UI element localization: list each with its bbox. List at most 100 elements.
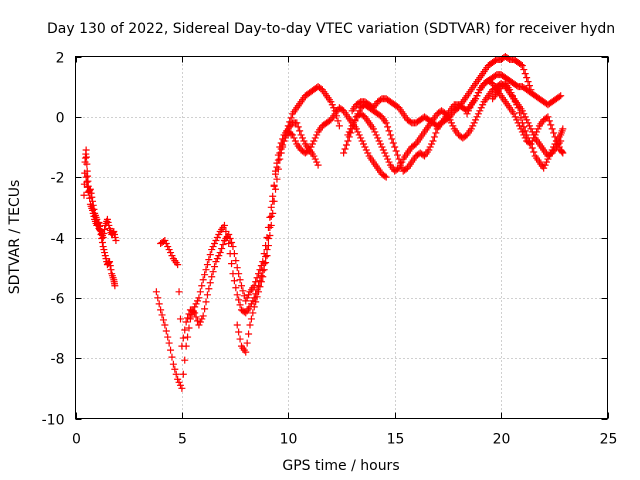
series-arc-c (233, 104, 390, 356)
data-point (531, 131, 539, 139)
data-point (514, 104, 522, 112)
series-arc-e (348, 71, 565, 130)
data-point (518, 62, 526, 70)
data-point (327, 98, 335, 106)
data-point (307, 143, 315, 151)
data-point (521, 134, 529, 142)
data-point (198, 315, 206, 323)
data-point (239, 287, 247, 295)
data-point (215, 252, 223, 260)
data-point (199, 312, 207, 320)
data-point (167, 249, 175, 257)
data-point (377, 140, 385, 148)
data-point (247, 315, 255, 323)
data-point (230, 277, 238, 285)
data-point (260, 266, 268, 274)
data-point (270, 197, 278, 205)
data-point (479, 101, 487, 109)
data-point (306, 146, 314, 154)
data-point (396, 161, 404, 169)
data-point (245, 291, 253, 299)
data-point (205, 256, 213, 264)
data-point (284, 122, 292, 130)
data-point (101, 249, 109, 257)
data-point (384, 123, 392, 131)
data-point (521, 70, 529, 78)
data-point (528, 144, 536, 152)
data-point (358, 137, 366, 145)
data-point (263, 252, 271, 260)
y-tick-label: -10 (42, 413, 65, 429)
data-point (263, 246, 271, 254)
data-point (269, 209, 277, 217)
data-point (432, 129, 440, 137)
data-point (308, 140, 316, 148)
data-point (523, 74, 531, 82)
data-point (544, 113, 552, 121)
data-point (385, 127, 393, 135)
data-point (262, 253, 270, 261)
data-point (347, 125, 355, 133)
data-point (104, 218, 112, 226)
data-point (378, 143, 386, 151)
data-point (112, 237, 120, 245)
data-point (157, 306, 165, 314)
data-point (508, 92, 516, 100)
data-point (154, 294, 162, 302)
data-point (266, 213, 274, 221)
data-point (202, 298, 210, 306)
data-point (374, 134, 382, 142)
data-point (430, 133, 438, 141)
data-point (184, 333, 192, 341)
data-point (386, 131, 394, 139)
data-point (82, 153, 90, 161)
data-point (228, 260, 236, 268)
data-point (178, 342, 186, 350)
data-point (179, 334, 187, 342)
data-point (280, 137, 288, 145)
y-axis-label: SDTVAR / TECUs (7, 180, 23, 295)
data-point (527, 125, 535, 133)
data-point (473, 113, 481, 121)
data-point (464, 107, 472, 115)
data-point (249, 309, 257, 317)
data-point (198, 282, 206, 290)
data-point (107, 266, 115, 274)
x-tick-label: 0 (72, 432, 81, 448)
data-point (287, 114, 295, 122)
series-early-arc-2 (82, 173, 120, 245)
data-point (216, 249, 224, 257)
data-point (384, 155, 392, 163)
data-point (310, 137, 318, 145)
data-point (168, 353, 176, 361)
y-tick-labels: -10 -8 -6 -4 -2 0 2 (42, 51, 65, 429)
data-point (262, 259, 270, 267)
data-point (111, 234, 119, 241)
x-tick-label: 5 (178, 432, 187, 448)
data-point (246, 321, 254, 329)
data-point (345, 128, 353, 136)
data-point (350, 119, 358, 127)
data-point (203, 261, 211, 269)
data-point (185, 324, 193, 332)
data-point (472, 116, 480, 124)
data-point (547, 149, 555, 157)
data-point (530, 148, 538, 156)
data-point (211, 263, 219, 271)
data-point (269, 192, 277, 200)
data-point (226, 235, 234, 243)
data-point (87, 189, 95, 197)
data-point (250, 282, 258, 290)
data-point (534, 125, 542, 133)
data-point (548, 125, 556, 133)
data-point (101, 252, 109, 260)
data-point (259, 273, 267, 281)
data-point (340, 149, 348, 157)
data-point (297, 131, 305, 139)
data-point (176, 381, 184, 389)
data-point (255, 270, 263, 278)
x-tick-label: 15 (387, 432, 405, 448)
data-point (192, 313, 200, 321)
data-point (354, 128, 362, 136)
data-point (176, 315, 184, 323)
